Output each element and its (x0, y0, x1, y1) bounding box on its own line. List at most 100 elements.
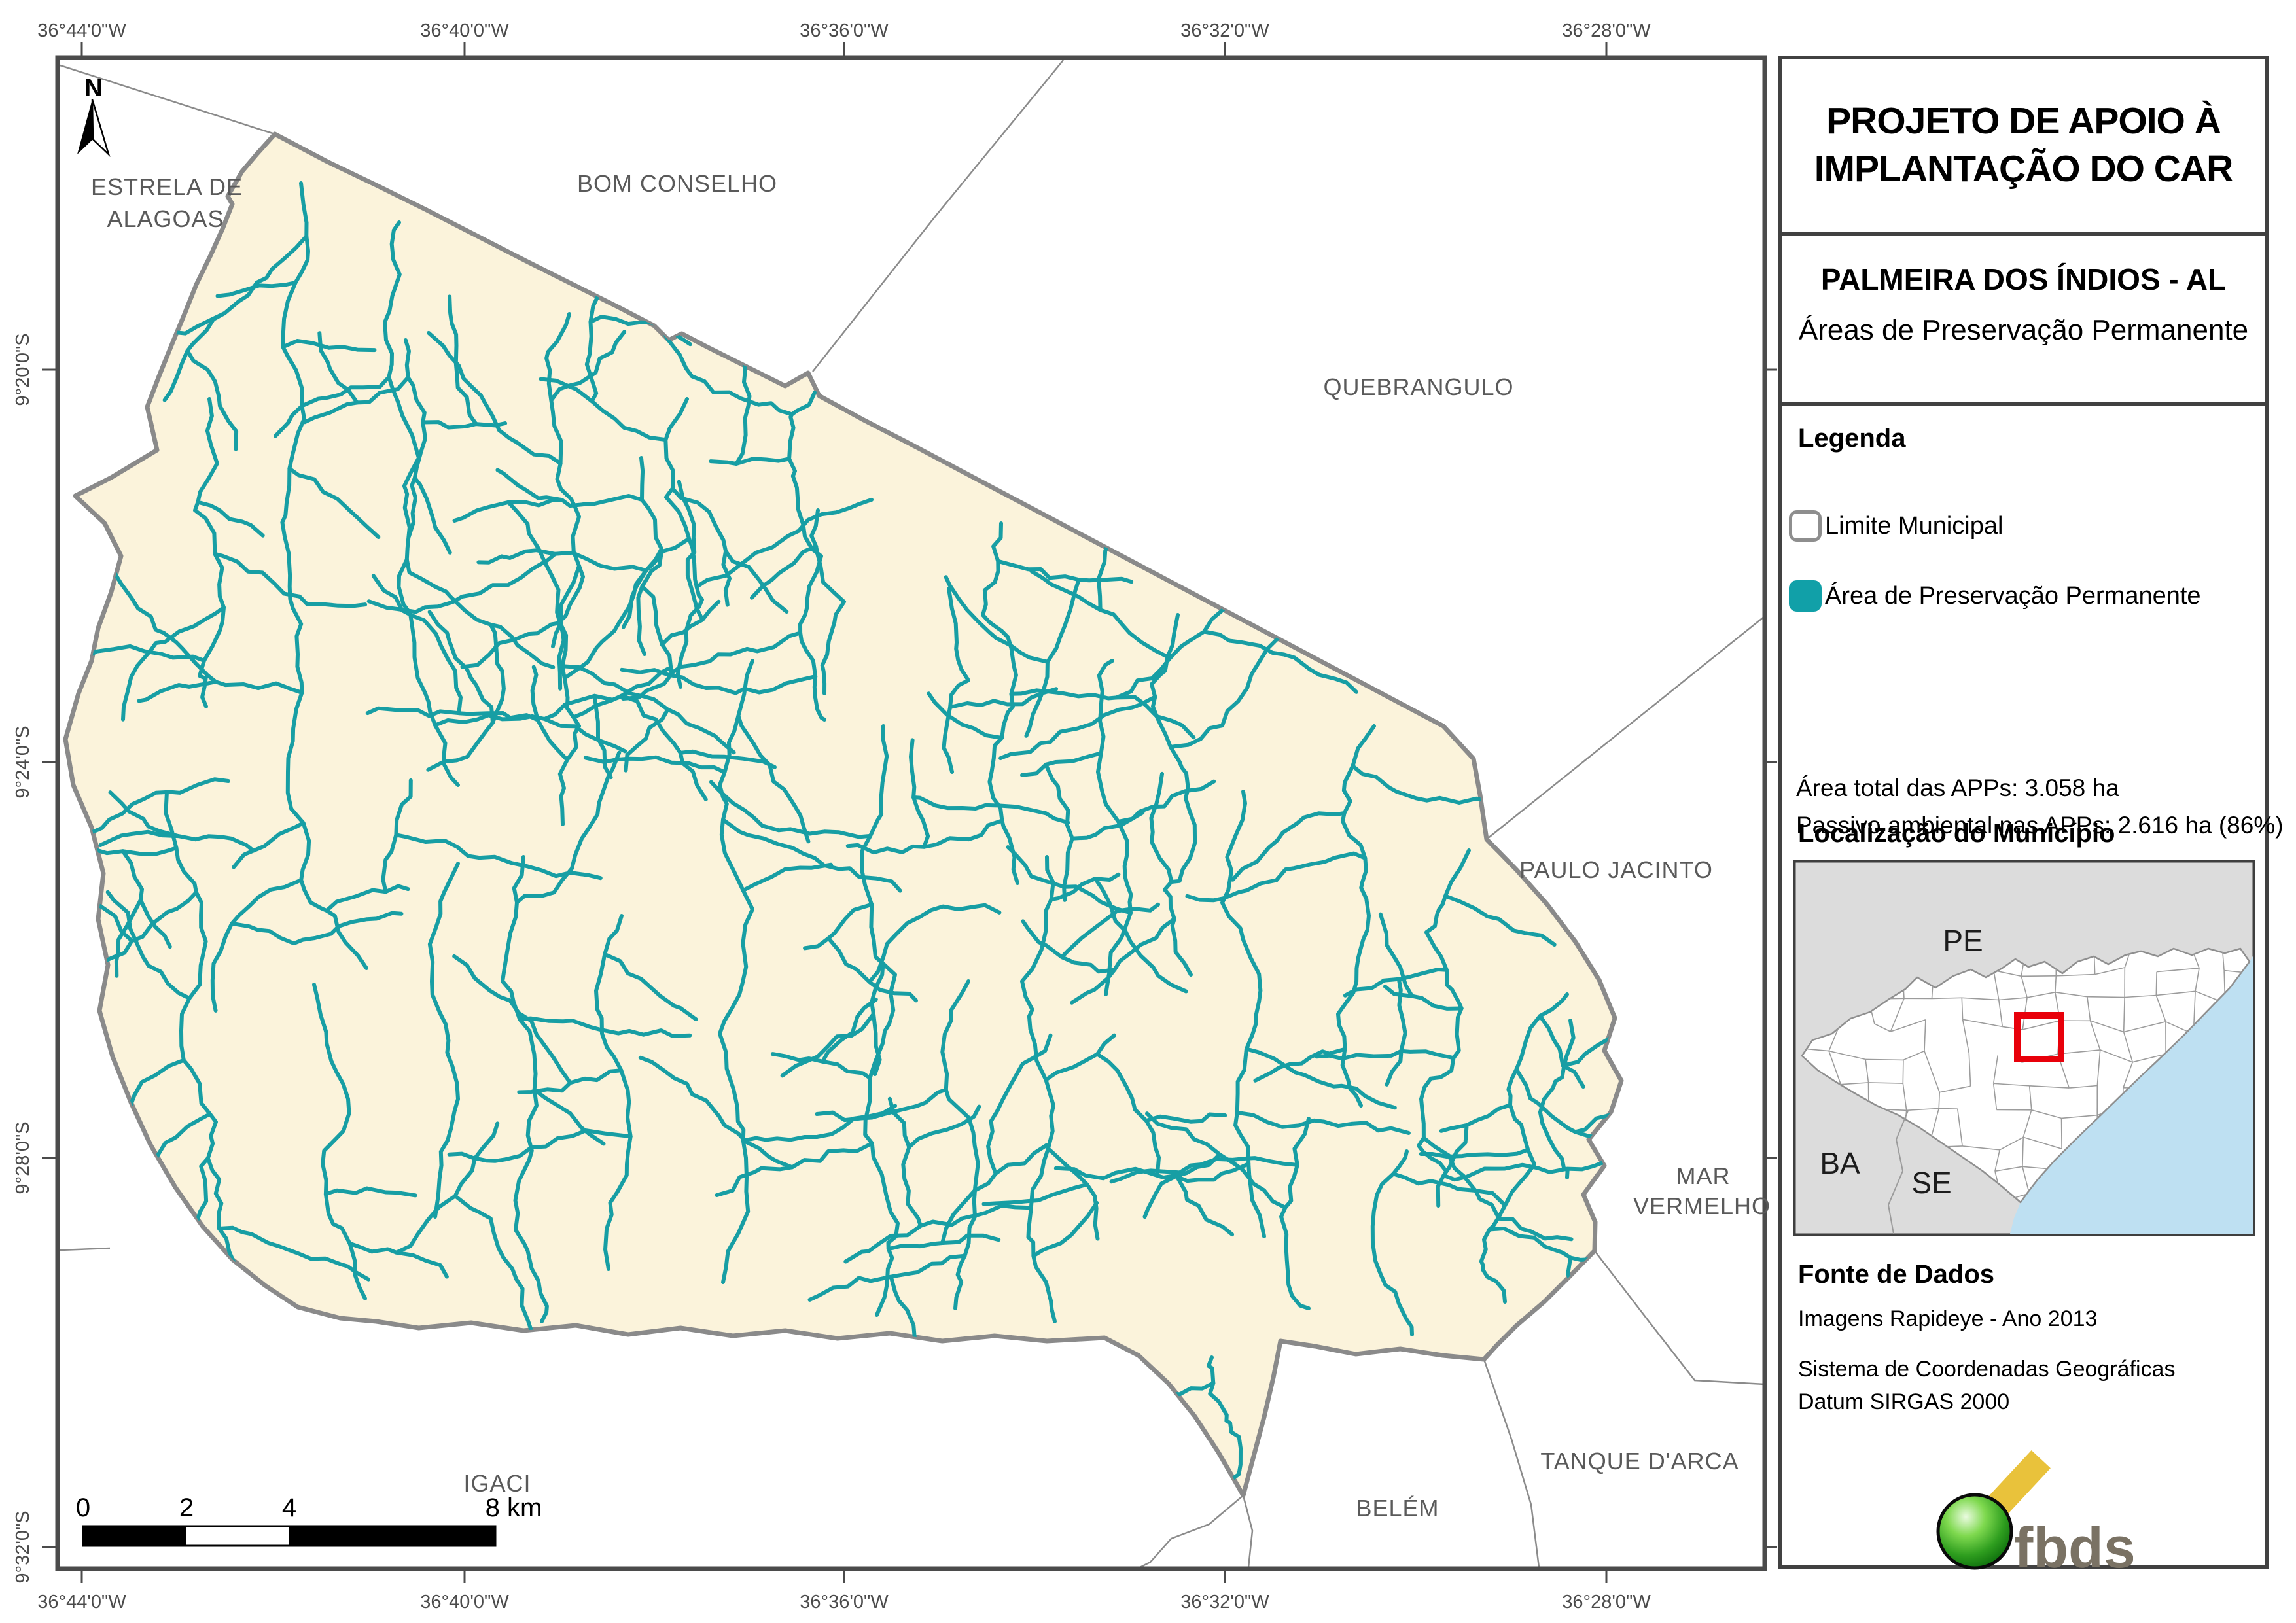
north-label: N (84, 75, 102, 102)
inset-line (1874, 1023, 1891, 1032)
inset-line (2123, 1021, 2166, 1033)
neighbor-boundary-line (60, 1247, 111, 1251)
stream (1174, 1174, 1235, 1237)
stream (624, 707, 670, 773)
stream (1149, 771, 1174, 884)
inset-line (2056, 973, 2095, 977)
inset-line (2132, 1053, 2166, 1063)
stream (911, 795, 1070, 825)
stream (404, 338, 427, 538)
stream (506, 500, 566, 691)
stream (996, 559, 1134, 584)
inset-line (1993, 969, 2022, 977)
stream (1053, 1162, 1251, 1183)
stream (518, 1016, 692, 1038)
stream (721, 817, 902, 893)
stream (1150, 613, 1197, 977)
inset-line (1890, 1019, 1926, 1032)
inset-line (1992, 1055, 1998, 1084)
inset-line (1828, 1051, 1842, 1085)
inset-line (2087, 996, 2125, 998)
stream (551, 563, 581, 649)
municipality-name: PALMEIRA DOS ÍNDIOS - AL (1820, 262, 2227, 296)
stream (560, 664, 736, 755)
stream (1479, 992, 1569, 1304)
neighbor-label: BOM CONSELHO (577, 170, 777, 197)
stream (1417, 848, 1471, 1173)
inset-line (1924, 1051, 1940, 1092)
north-arrow-icon (91, 99, 111, 158)
inset-title: Localização do Município (1798, 819, 2115, 848)
stream (1441, 1159, 1610, 1182)
inset-line (1865, 1059, 1869, 1083)
inset-state-label: PE (1943, 924, 1983, 958)
stream (1044, 762, 1074, 902)
stream (867, 903, 1002, 984)
stream (750, 544, 819, 600)
info-panel: PROJETO DE APOIO À IMPLANTAÇÃO DO CAR PA… (1778, 56, 2284, 1580)
inset-line (2123, 1032, 2133, 1062)
stream (1370, 1149, 1414, 1336)
stream (1573, 1045, 1621, 1134)
stream (412, 476, 452, 555)
lat-label-left: 9°24'0"S (12, 725, 33, 798)
legend-item-label: Área de Preservação Permanente (1825, 582, 2201, 610)
inset-line (1924, 1019, 1926, 1051)
inset-line (2022, 1109, 2032, 1138)
inset-line (2022, 1136, 2062, 1149)
scalebar-tick-label: 0 (76, 1493, 90, 1522)
inset-state-boundary (1887, 1110, 1909, 1234)
stream (366, 551, 557, 614)
inset-line (1998, 997, 2028, 1001)
inset-line (2055, 975, 2057, 992)
stream (515, 750, 622, 905)
inset-line (2157, 968, 2200, 973)
stream (583, 755, 727, 775)
inset-line (1992, 1083, 1998, 1110)
stream (544, 312, 585, 826)
stream (98, 829, 181, 847)
stream (1070, 916, 1176, 1005)
inset-line (1962, 997, 1999, 1001)
neighbor-label: TANQUE D'ARCA (1540, 1448, 1739, 1475)
neighbor-boundary-line (1139, 1495, 1244, 1569)
inset-map-wrap: PE BA SE (1790, 856, 2259, 1240)
stream (217, 1225, 370, 1282)
inset-line (1993, 1083, 2030, 1087)
stream (843, 1204, 1033, 1264)
stream (501, 855, 549, 1323)
neighbor-label: ESTRELA DE (91, 173, 243, 200)
scalebar-seg (83, 1526, 186, 1546)
stream (1538, 1019, 1576, 1179)
stream (232, 821, 306, 869)
stream (944, 575, 1050, 664)
stream (448, 294, 478, 427)
stream (1144, 1112, 1227, 1124)
inset-line (2022, 1020, 2060, 1030)
stream (603, 952, 698, 1022)
stream (780, 1012, 875, 1078)
inset-line (2090, 1020, 2124, 1033)
stream (193, 397, 226, 708)
stream (809, 508, 846, 695)
inset-line (1828, 1027, 1839, 1051)
source-line: Datum SIRGAS 2000 (1798, 1389, 2010, 1414)
stream (860, 724, 900, 1317)
stream (1009, 688, 1196, 740)
stream (660, 599, 721, 647)
stream (694, 497, 874, 589)
stream (677, 480, 705, 622)
inset-line (2069, 1085, 2098, 1089)
stream (621, 631, 803, 701)
stream (312, 983, 367, 1300)
inset-line (2021, 976, 2028, 998)
inset-line (1993, 970, 2000, 1000)
lon-label-top: 36°40'0"W (420, 20, 509, 41)
inset-line (1939, 1085, 1971, 1093)
stream (986, 1033, 1053, 1176)
title-block: PROJETO DE APOIO À IMPLANTAÇÃO DO CAR (1782, 59, 2265, 236)
stream (325, 884, 410, 913)
stream (724, 549, 789, 614)
stream (460, 620, 563, 669)
